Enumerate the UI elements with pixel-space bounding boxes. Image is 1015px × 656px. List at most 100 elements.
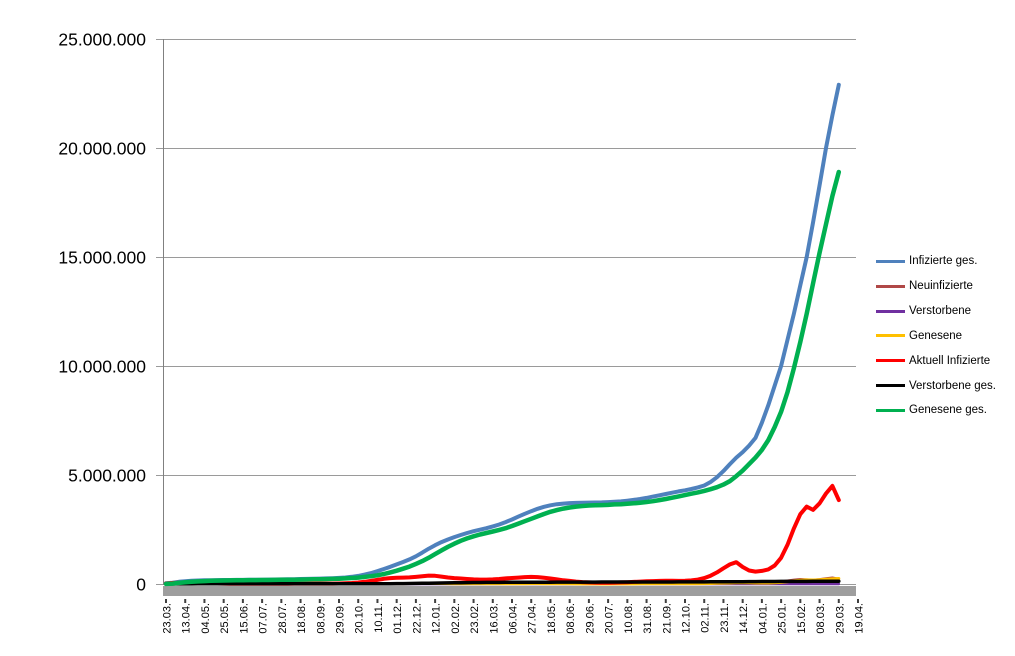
x-axis-tick	[799, 599, 802, 603]
y-axis-label: 5.000.000	[68, 466, 146, 486]
legend-line-swatch	[876, 359, 905, 363]
x-axis-label: 12.01.	[431, 603, 443, 634]
x-axis-label: 10.08.	[623, 603, 635, 634]
legend-line-swatch	[876, 309, 905, 313]
x-axis-tick	[741, 599, 744, 603]
legend-item: Genesene	[876, 324, 996, 349]
x-axis-tick	[837, 599, 840, 603]
legend-item: Infizierte ges.	[876, 249, 996, 274]
legend-label: Verstorbene ges.	[909, 379, 996, 392]
legend-item: Genesene ges.	[876, 398, 996, 423]
x-axis-tick	[184, 599, 187, 603]
x-axis-tick	[376, 599, 379, 603]
x-axis-tick	[818, 599, 821, 603]
x-axis-label: 08.09.	[315, 603, 327, 634]
x-axis-tick	[568, 599, 571, 603]
x-axis-label: 29.03.	[834, 603, 846, 634]
x-axis-tick	[261, 599, 264, 603]
x-axis-label: 23.03.	[162, 603, 174, 634]
x-axis-tick	[857, 599, 859, 603]
x-axis-label: 27.04.	[527, 603, 539, 634]
x-axis-tick	[626, 599, 629, 603]
x-axis-tick	[722, 599, 725, 603]
x-axis-label: 15.06.	[238, 603, 250, 634]
x-axis-label: 20.10.	[354, 603, 366, 634]
x-axis-tick	[280, 599, 283, 603]
x-axis-tick	[299, 599, 302, 603]
y-axis-label: 10.000.000	[58, 357, 146, 377]
x-axis-label: 21.09.	[661, 603, 673, 634]
x-axis-label: 14.12.	[738, 603, 750, 634]
legend-item: Verstorbene	[876, 299, 996, 324]
x-axis-label: 22.12.	[411, 603, 423, 634]
series-line-genesene-ges	[163, 169, 842, 587]
legend-line-swatch	[876, 408, 905, 412]
x-axis-label: 31.08.	[642, 603, 654, 634]
x-axis-label: 02.02.	[450, 603, 462, 634]
chart-legend: Infizierte ges. Neuinfizierte Verstorbene G…	[876, 249, 996, 423]
x-axis-label: 18.08.	[296, 603, 308, 634]
x-axis-tick	[760, 599, 763, 603]
x-axis-label: 06.04.	[508, 603, 520, 634]
x-axis-tick	[395, 599, 398, 603]
x-axis-tick	[222, 599, 225, 603]
legend-label: Genesene ges.	[909, 404, 988, 417]
y-axis-label: 0	[136, 575, 146, 595]
legend-label: Infizierte ges.	[909, 255, 978, 268]
x-axis-label: 04.05.	[200, 603, 212, 634]
x-axis-tick	[645, 599, 648, 603]
x-axis-label: 28.07.	[277, 603, 289, 634]
legend-line-swatch	[876, 284, 905, 288]
x-axis-label: 19.04.	[854, 603, 866, 634]
x-axis-tick	[165, 599, 167, 603]
x-axis-label: 02.11.	[700, 603, 712, 633]
x-axis-label: 08.03.	[815, 603, 827, 634]
x-axis-tick	[472, 599, 475, 603]
legend-label: Verstorbene	[909, 305, 972, 318]
y-axis-label: 15.000.000	[58, 248, 146, 268]
legend-line-swatch	[876, 334, 905, 338]
x-axis-label: 25.01.	[777, 603, 789, 634]
x-axis-tick	[587, 599, 590, 603]
x-axis-label: 15.02.	[796, 603, 808, 634]
x-axis-label: 07.07.	[258, 603, 270, 634]
legend-item: Neuinfizierte	[876, 274, 996, 299]
x-axis-label: 08.06.	[565, 603, 577, 634]
x-axis-tick	[780, 599, 783, 603]
x-axis-label: 29.09.	[335, 603, 347, 634]
x-axis-label: 04.01.	[757, 603, 769, 634]
series-line-verstorbene-ges	[164, 579, 841, 586]
x-axis-label: 10.11.	[373, 603, 385, 633]
x-axis-tick	[241, 599, 244, 603]
x-axis-tick	[434, 599, 437, 603]
x-axis-tick	[318, 599, 321, 603]
x-axis-label: 16.03.	[488, 603, 500, 634]
x-axis-tick	[684, 599, 686, 603]
x-axis-label: 18.05.	[546, 603, 558, 634]
x-axis-label: 23.11.	[719, 603, 731, 633]
legend-line-swatch	[876, 384, 905, 388]
legend-label: Neuinfizierte	[909, 280, 973, 293]
x-axis-tick	[453, 599, 456, 603]
x-axis-label: 12.10.	[681, 603, 693, 634]
x-axis-tick	[511, 599, 513, 603]
x-axis-tick	[703, 599, 706, 603]
x-axis-label: 20.07.	[604, 603, 616, 634]
x-axis-tick	[203, 599, 206, 603]
legend-label: Aktuell Infizierte	[909, 354, 991, 367]
x-axis-label: 13.04.	[181, 603, 193, 634]
x-axis-tick	[357, 599, 360, 603]
legend-item: Aktuell Infizierte	[876, 348, 996, 373]
x-axis-tick	[414, 599, 417, 603]
x-axis-tick	[549, 599, 552, 603]
series-line-aktuell-infizierte	[164, 483, 841, 586]
x-axis-label: 29.06.	[584, 603, 596, 634]
x-axis-tick	[664, 599, 667, 603]
legend-label: Genesene	[909, 329, 963, 342]
x-axis-tick	[607, 599, 610, 603]
x-axis-shadow-bar	[163, 586, 856, 596]
x-axis-tick	[530, 599, 533, 603]
y-axis-label: 25.000.000	[58, 30, 146, 50]
